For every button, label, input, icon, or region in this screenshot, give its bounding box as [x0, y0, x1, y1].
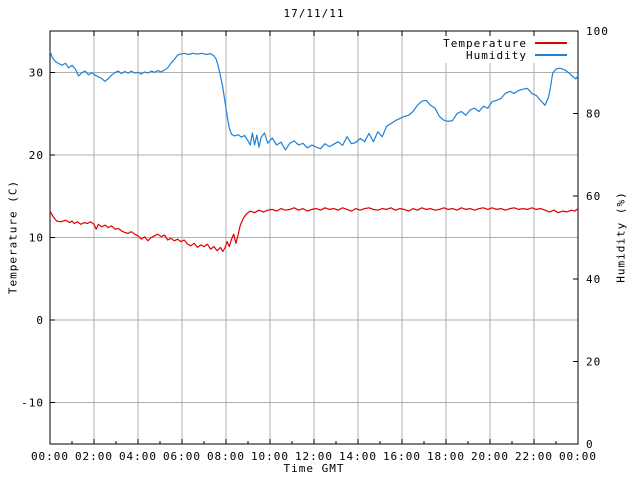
series-line-humidity: [49, 50, 579, 151]
y2-tick-label: 60: [586, 190, 601, 203]
y2-axis-label: Humidity (%): [614, 191, 628, 283]
y2-tick-label: 100: [586, 25, 609, 38]
x-axis-label: Time GMT: [283, 462, 345, 475]
x-tick-label: 02:00: [75, 450, 113, 463]
x-tick-label: 06:00: [163, 450, 201, 463]
legend-label-temperature: Temperature: [443, 36, 527, 50]
x-tick-label: 12:00: [295, 450, 333, 463]
y-tick-label: 30: [29, 66, 44, 79]
y-tick-label: -10: [21, 397, 44, 410]
y-tick-label: 10: [29, 232, 44, 245]
legend-item-temperature: Temperature: [443, 36, 567, 50]
x-tick-label: 00:00: [559, 450, 597, 463]
y2-tick-label: 40: [586, 273, 601, 286]
x-tick-label: 08:00: [207, 450, 245, 463]
y-tick-label: 0: [36, 314, 44, 327]
y2-tick-label: 80: [586, 108, 601, 121]
y2-tick-label: 0: [586, 438, 594, 451]
plot-border: [49, 30, 579, 445]
chart-title: 17/11/11: [283, 7, 345, 20]
x-tick-label: 22:00: [515, 450, 553, 463]
legend-label-humidity: Humidity: [466, 48, 527, 62]
y-axis-label: Temperature (C): [6, 179, 20, 295]
y-tick-label: 20: [29, 149, 44, 162]
y2-tick-label: 20: [586, 355, 601, 368]
x-tick-label: 18:00: [427, 450, 465, 463]
x-tick-label: 20:00: [471, 450, 509, 463]
legend-swatch-temperature: [535, 42, 567, 44]
x-tick-label: 10:00: [251, 450, 289, 463]
x-tick-label: 16:00: [383, 450, 421, 463]
x-tick-label: 04:00: [119, 450, 157, 463]
x-tick-label: 00:00: [31, 450, 69, 463]
legend: Temperature Humidity: [435, 36, 568, 63]
series-line-temperature: [49, 207, 579, 253]
legend-swatch-humidity: [535, 54, 567, 56]
legend-item-humidity: Humidity: [443, 48, 567, 62]
x-tick-label: 14:00: [339, 450, 377, 463]
